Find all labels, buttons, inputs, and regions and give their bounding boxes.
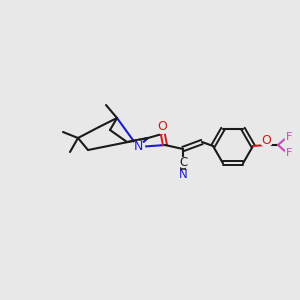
Text: C: C — [179, 155, 187, 169]
Text: O: O — [261, 134, 271, 146]
Text: O: O — [157, 121, 167, 134]
Text: F: F — [286, 132, 292, 142]
Text: N: N — [178, 169, 188, 182]
Text: N: N — [133, 140, 143, 154]
Text: F: F — [286, 148, 292, 158]
